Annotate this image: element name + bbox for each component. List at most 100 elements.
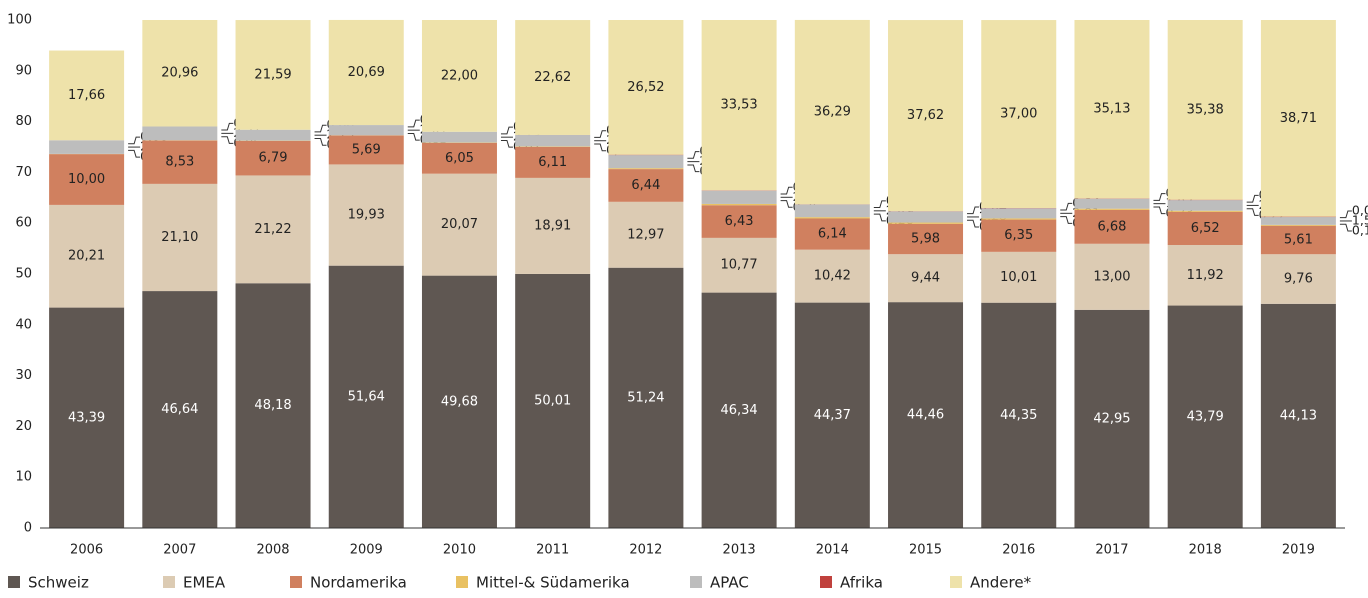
legend-swatch: [163, 576, 175, 588]
data-label: 12,97: [627, 227, 664, 242]
data-label: 33,53: [720, 98, 757, 113]
bar-segment: [888, 211, 963, 222]
leader-line: [315, 125, 327, 132]
data-label: 51,64: [348, 389, 385, 404]
x-tick-label: 2012: [629, 543, 662, 558]
data-label: 10,42: [814, 269, 851, 284]
data-label: 48,18: [254, 398, 291, 413]
x-tick-label: 2016: [1002, 543, 1035, 558]
data-label: 6,44: [631, 178, 660, 193]
x-tick-label: 2006: [70, 543, 103, 558]
data-label: 21,10: [161, 230, 198, 245]
data-label: 11,92: [1187, 268, 1224, 283]
bar-segment: [702, 191, 777, 204]
data-label: 21,59: [254, 67, 291, 82]
legend-label: EMEA: [183, 574, 226, 592]
x-tick-label: 2017: [1095, 543, 1128, 558]
y-tick-label: 100: [7, 13, 32, 28]
bar-segment: [236, 130, 311, 141]
leader-line: [781, 187, 793, 194]
y-tick-label: 90: [15, 63, 32, 78]
leader-line: [1153, 194, 1165, 201]
data-label: 5,69: [352, 142, 381, 157]
data-label: 20,21: [68, 249, 105, 264]
x-tick-label: 2011: [536, 543, 569, 558]
data-label: 6,52: [1191, 221, 1220, 236]
legend-label: Afrika: [840, 574, 883, 592]
bar-segment: [1074, 209, 1149, 210]
data-label: 10,00: [68, 172, 105, 187]
leader-line: [408, 133, 420, 140]
data-label: 43,79: [1187, 409, 1224, 424]
leader-line: [1060, 217, 1072, 224]
data-label: 50,01: [534, 393, 571, 408]
data-label: 44,46: [907, 408, 944, 423]
data-label: 9,44: [911, 271, 940, 286]
bar-segment: [795, 205, 870, 218]
legend-label: Schweiz: [28, 574, 89, 592]
bar-segment: [795, 217, 870, 218]
y-tick-label: 60: [15, 216, 32, 231]
x-tick-label: 2013: [723, 543, 756, 558]
bar-segment: [515, 135, 590, 146]
data-label: 19,93: [348, 208, 385, 223]
y-tick-label: 70: [15, 165, 32, 180]
leader-line: [501, 127, 513, 134]
y-tick-label: 80: [15, 114, 32, 129]
leader-line: [1340, 224, 1352, 231]
legend-swatch: [456, 576, 468, 588]
data-label: 36,29: [814, 105, 851, 120]
leader-line: [967, 220, 979, 227]
bar-segment: [608, 155, 683, 168]
leader-line: [408, 120, 420, 127]
legend-swatch: [290, 576, 302, 588]
data-label: 10,77: [720, 258, 757, 273]
leader-line: [594, 131, 606, 138]
leader-line: [1247, 209, 1259, 216]
data-label: 21,22: [254, 222, 291, 237]
bar-segment: [1261, 217, 1336, 225]
data-label: 9,76: [1284, 272, 1313, 287]
data-label: 49,68: [441, 394, 478, 409]
data-label: 6,79: [259, 151, 288, 166]
data-label: 42,95: [1093, 411, 1130, 426]
bar-segment: [422, 132, 497, 143]
data-label: 51,24: [627, 390, 664, 405]
data-label: 13,00: [1093, 269, 1130, 284]
data-label: 17,66: [68, 88, 105, 103]
data-label: 35,13: [1093, 102, 1130, 117]
leader-line: [874, 201, 886, 208]
data-label: 6,14: [818, 227, 847, 242]
data-label: 44,13: [1280, 408, 1317, 423]
data-label: 20,69: [348, 65, 385, 80]
y-tick-label: 30: [15, 368, 32, 383]
leader-line: [128, 150, 140, 157]
y-tick-label: 50: [15, 267, 32, 282]
data-label: 26,52: [627, 80, 664, 95]
x-tick-label: 2008: [256, 543, 289, 558]
bar-segment: [1074, 199, 1149, 209]
leader-line: [874, 214, 886, 221]
data-label: 35,38: [1187, 102, 1224, 117]
y-tick-label: 10: [15, 470, 32, 485]
data-label: 0,17: [1352, 222, 1368, 237]
bar-segment: [1261, 225, 1336, 226]
x-tick-label: 2018: [1189, 543, 1222, 558]
y-tick-label: 0: [24, 521, 32, 536]
data-label: 6,43: [725, 214, 754, 229]
leader-line: [128, 137, 140, 144]
data-label: 6,05: [445, 151, 474, 166]
data-label: 44,35: [1000, 408, 1037, 423]
bar-segment: [888, 223, 963, 224]
leader-line: [687, 165, 699, 172]
legend-label: Andere*: [970, 574, 1032, 592]
x-tick-label: 2009: [350, 543, 383, 558]
legend-label: APAC: [710, 574, 749, 592]
data-label: 20,07: [441, 217, 478, 232]
leader-line: [967, 207, 979, 214]
data-label: 22,62: [534, 70, 571, 85]
legend-swatch: [820, 576, 832, 588]
data-label: 6,35: [1004, 228, 1033, 243]
legend-swatch: [8, 576, 20, 588]
